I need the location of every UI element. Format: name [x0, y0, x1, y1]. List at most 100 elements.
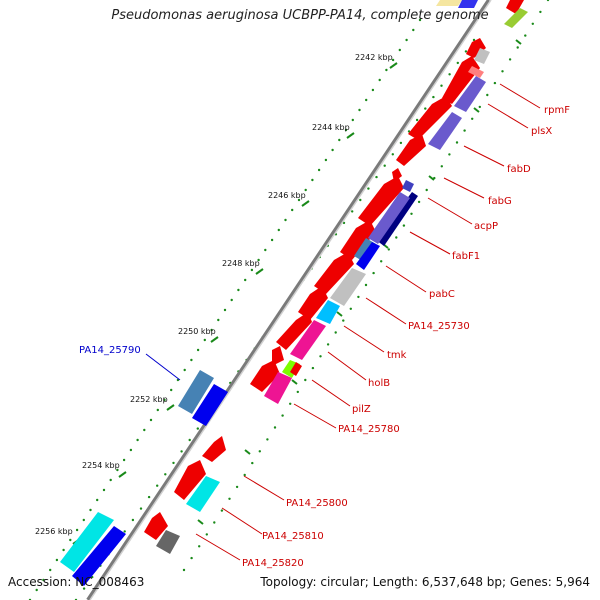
track-dot [237, 288, 240, 292]
gene-label-PA14_25790: PA14_25790 [79, 345, 141, 356]
gene-outer-red-2 [442, 56, 480, 104]
track-dot [378, 78, 381, 82]
gene-holB [290, 320, 326, 360]
gene-label-plsX: plsX [531, 126, 552, 137]
track-dot [198, 545, 201, 548]
gene-outer-red-5 [358, 176, 404, 226]
track-dot [156, 484, 159, 487]
track-dot [230, 298, 233, 302]
track-dot [188, 438, 191, 442]
gene-PA14_25780 [264, 372, 292, 404]
track-dot [139, 507, 143, 510]
gene-PA14_25790-blue [192, 384, 228, 426]
track-dot [317, 168, 321, 172]
track-dot [257, 258, 260, 262]
track-dot [391, 153, 394, 156]
gene-fabF1-purple [368, 192, 410, 244]
track-dot [418, 18, 422, 22]
track-dot [417, 200, 421, 204]
track-dot [365, 98, 368, 102]
track-dot [89, 508, 92, 512]
track-dot [412, 28, 415, 32]
track-dot [410, 212, 413, 215]
kbp-ticks: 2242 kbp 2244 kbp 2246 kbp 2248 kbp 2250… [35, 53, 398, 545]
gene-outer-red-8 [298, 286, 328, 320]
track-dot [180, 450, 183, 453]
track-dot [75, 528, 79, 532]
track-dot [463, 129, 466, 132]
track-dot [182, 568, 186, 572]
track-dot [190, 556, 193, 560]
track-dot [524, 34, 527, 37]
track-dot [164, 473, 167, 476]
track-dot [223, 308, 227, 312]
track-dot [501, 70, 504, 73]
track-dot [196, 348, 200, 352]
tick-label-2246: 2246 kbp [268, 191, 306, 200]
track-dot [326, 343, 330, 346]
track-dot [304, 378, 307, 382]
track-dot [508, 58, 512, 61]
gene-tmk [316, 300, 340, 324]
inner-gene-track [72, 0, 528, 586]
track-dot [493, 81, 497, 85]
track-dot [464, 50, 468, 53]
track-dot [402, 224, 406, 227]
tick-mark-2242 [389, 62, 398, 69]
gene-label-acpP: acpP [474, 221, 498, 232]
gene-label-PA14_25820: PA14_25820 [242, 558, 304, 569]
gene-outer-red-12 [202, 436, 226, 462]
track-dot [213, 521, 216, 524]
gene-outer-red-13 [174, 460, 206, 500]
track-dot [311, 366, 315, 370]
track-dot [136, 438, 139, 442]
gene-top-blue [458, 0, 478, 8]
track-dot [131, 518, 135, 522]
tick-mark-2252 [166, 404, 175, 411]
track-dot [448, 73, 451, 76]
track-dot [391, 58, 395, 62]
track-dot [296, 390, 299, 394]
gene-plsX [454, 76, 486, 112]
track-dot [440, 84, 443, 87]
gene-PA14_25810 [186, 476, 220, 512]
track-dot [156, 408, 159, 412]
track-dot [69, 538, 72, 542]
gene-top-yellow [436, 0, 462, 6]
gene-outer-red-6 [340, 220, 376, 260]
track-dot [270, 238, 274, 242]
genome-backbone [86, 0, 491, 600]
track-dot [531, 22, 534, 25]
track-dot [471, 117, 474, 121]
track-dot [405, 38, 408, 42]
track-dot [203, 338, 206, 342]
track-dot [358, 108, 361, 112]
gene-pabC-steel [354, 238, 376, 262]
track-dot [432, 95, 435, 99]
gene-rpmF-outer [466, 38, 486, 58]
track-dot [250, 268, 254, 272]
track-dot [129, 448, 133, 452]
gene-fabD [428, 112, 462, 150]
track-dot [258, 450, 261, 453]
track-dot [383, 164, 386, 167]
gene-label-PA14_25800: PA14_25800 [286, 498, 348, 509]
outer-gene-track [60, 0, 486, 572]
track-dot [395, 236, 398, 239]
track-dot [284, 218, 287, 222]
track-dot [297, 198, 301, 202]
track-dot [372, 271, 375, 275]
track-dot [338, 138, 341, 142]
track-dot [220, 509, 224, 512]
track-dot [102, 488, 106, 492]
track-dot [96, 498, 99, 502]
gene-outer-red-9 [276, 312, 312, 350]
gene-rpmF-small [468, 66, 484, 78]
gene-rpmF [474, 48, 490, 64]
track-dot [243, 473, 246, 477]
track-dot [82, 587, 86, 590]
track-dot [539, 10, 542, 14]
label-leader-lines [145, 83, 541, 561]
gene-label-fabG: fabG [488, 196, 512, 207]
track-dot [357, 295, 360, 299]
